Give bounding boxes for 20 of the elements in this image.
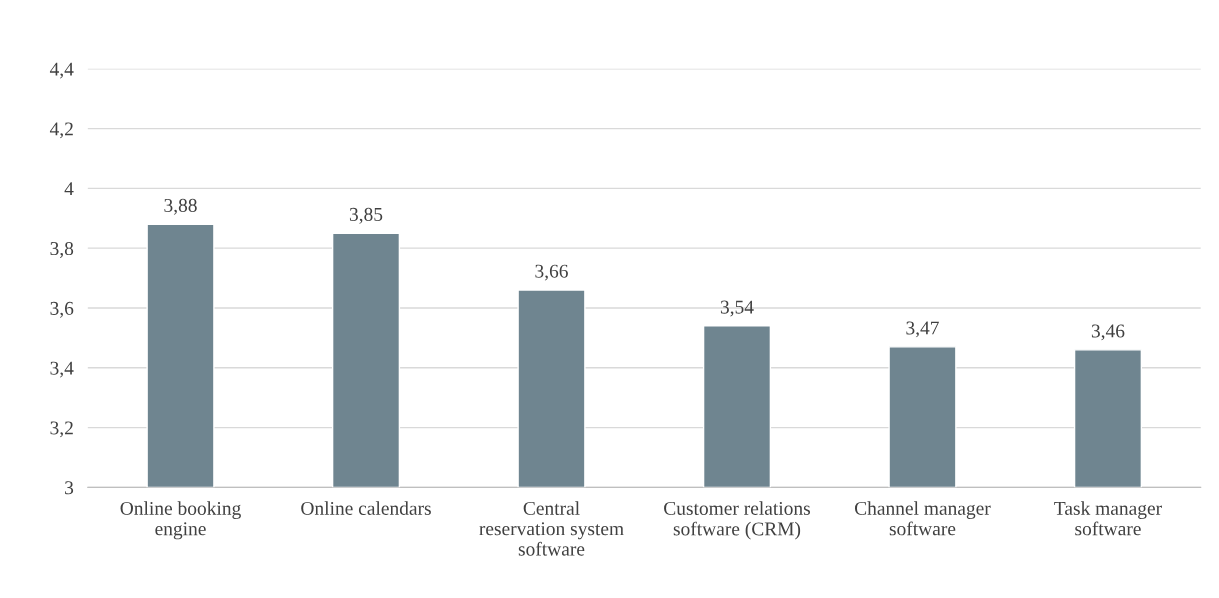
x-tick-label: Customer relations software (CRM) [664, 501, 810, 540]
x-tick-label: Channel manager software [854, 501, 991, 536]
x-tick-label: Central reservation system software [479, 501, 624, 556]
y-tick-label: 3,8 [50, 241, 74, 258]
x-tick-label: Task manager software [1054, 501, 1162, 536]
data-label: 3,47 [906, 321, 939, 338]
y-tick-label: 3,2 [50, 421, 73, 438]
x-tick-label: Online booking engine [120, 501, 241, 540]
data-label: 3,88 [164, 198, 197, 215]
data-label: 3,66 [535, 264, 568, 281]
y-tick-label: 4 [64, 182, 74, 196]
x-tick-label: Online calendars [301, 501, 431, 515]
y-tick-label: 3 [65, 481, 74, 495]
y-tick-label: 3,4 [50, 361, 74, 378]
y-tick-label: 4,4 [49, 62, 74, 79]
data-label: 3,85 [349, 207, 383, 224]
data-label: 3,46 [1091, 324, 1125, 341]
data-label: 3,54 [720, 300, 754, 317]
y-tick-label: 3,6 [50, 301, 74, 318]
y-tick-label: 4,2 [49, 122, 73, 139]
